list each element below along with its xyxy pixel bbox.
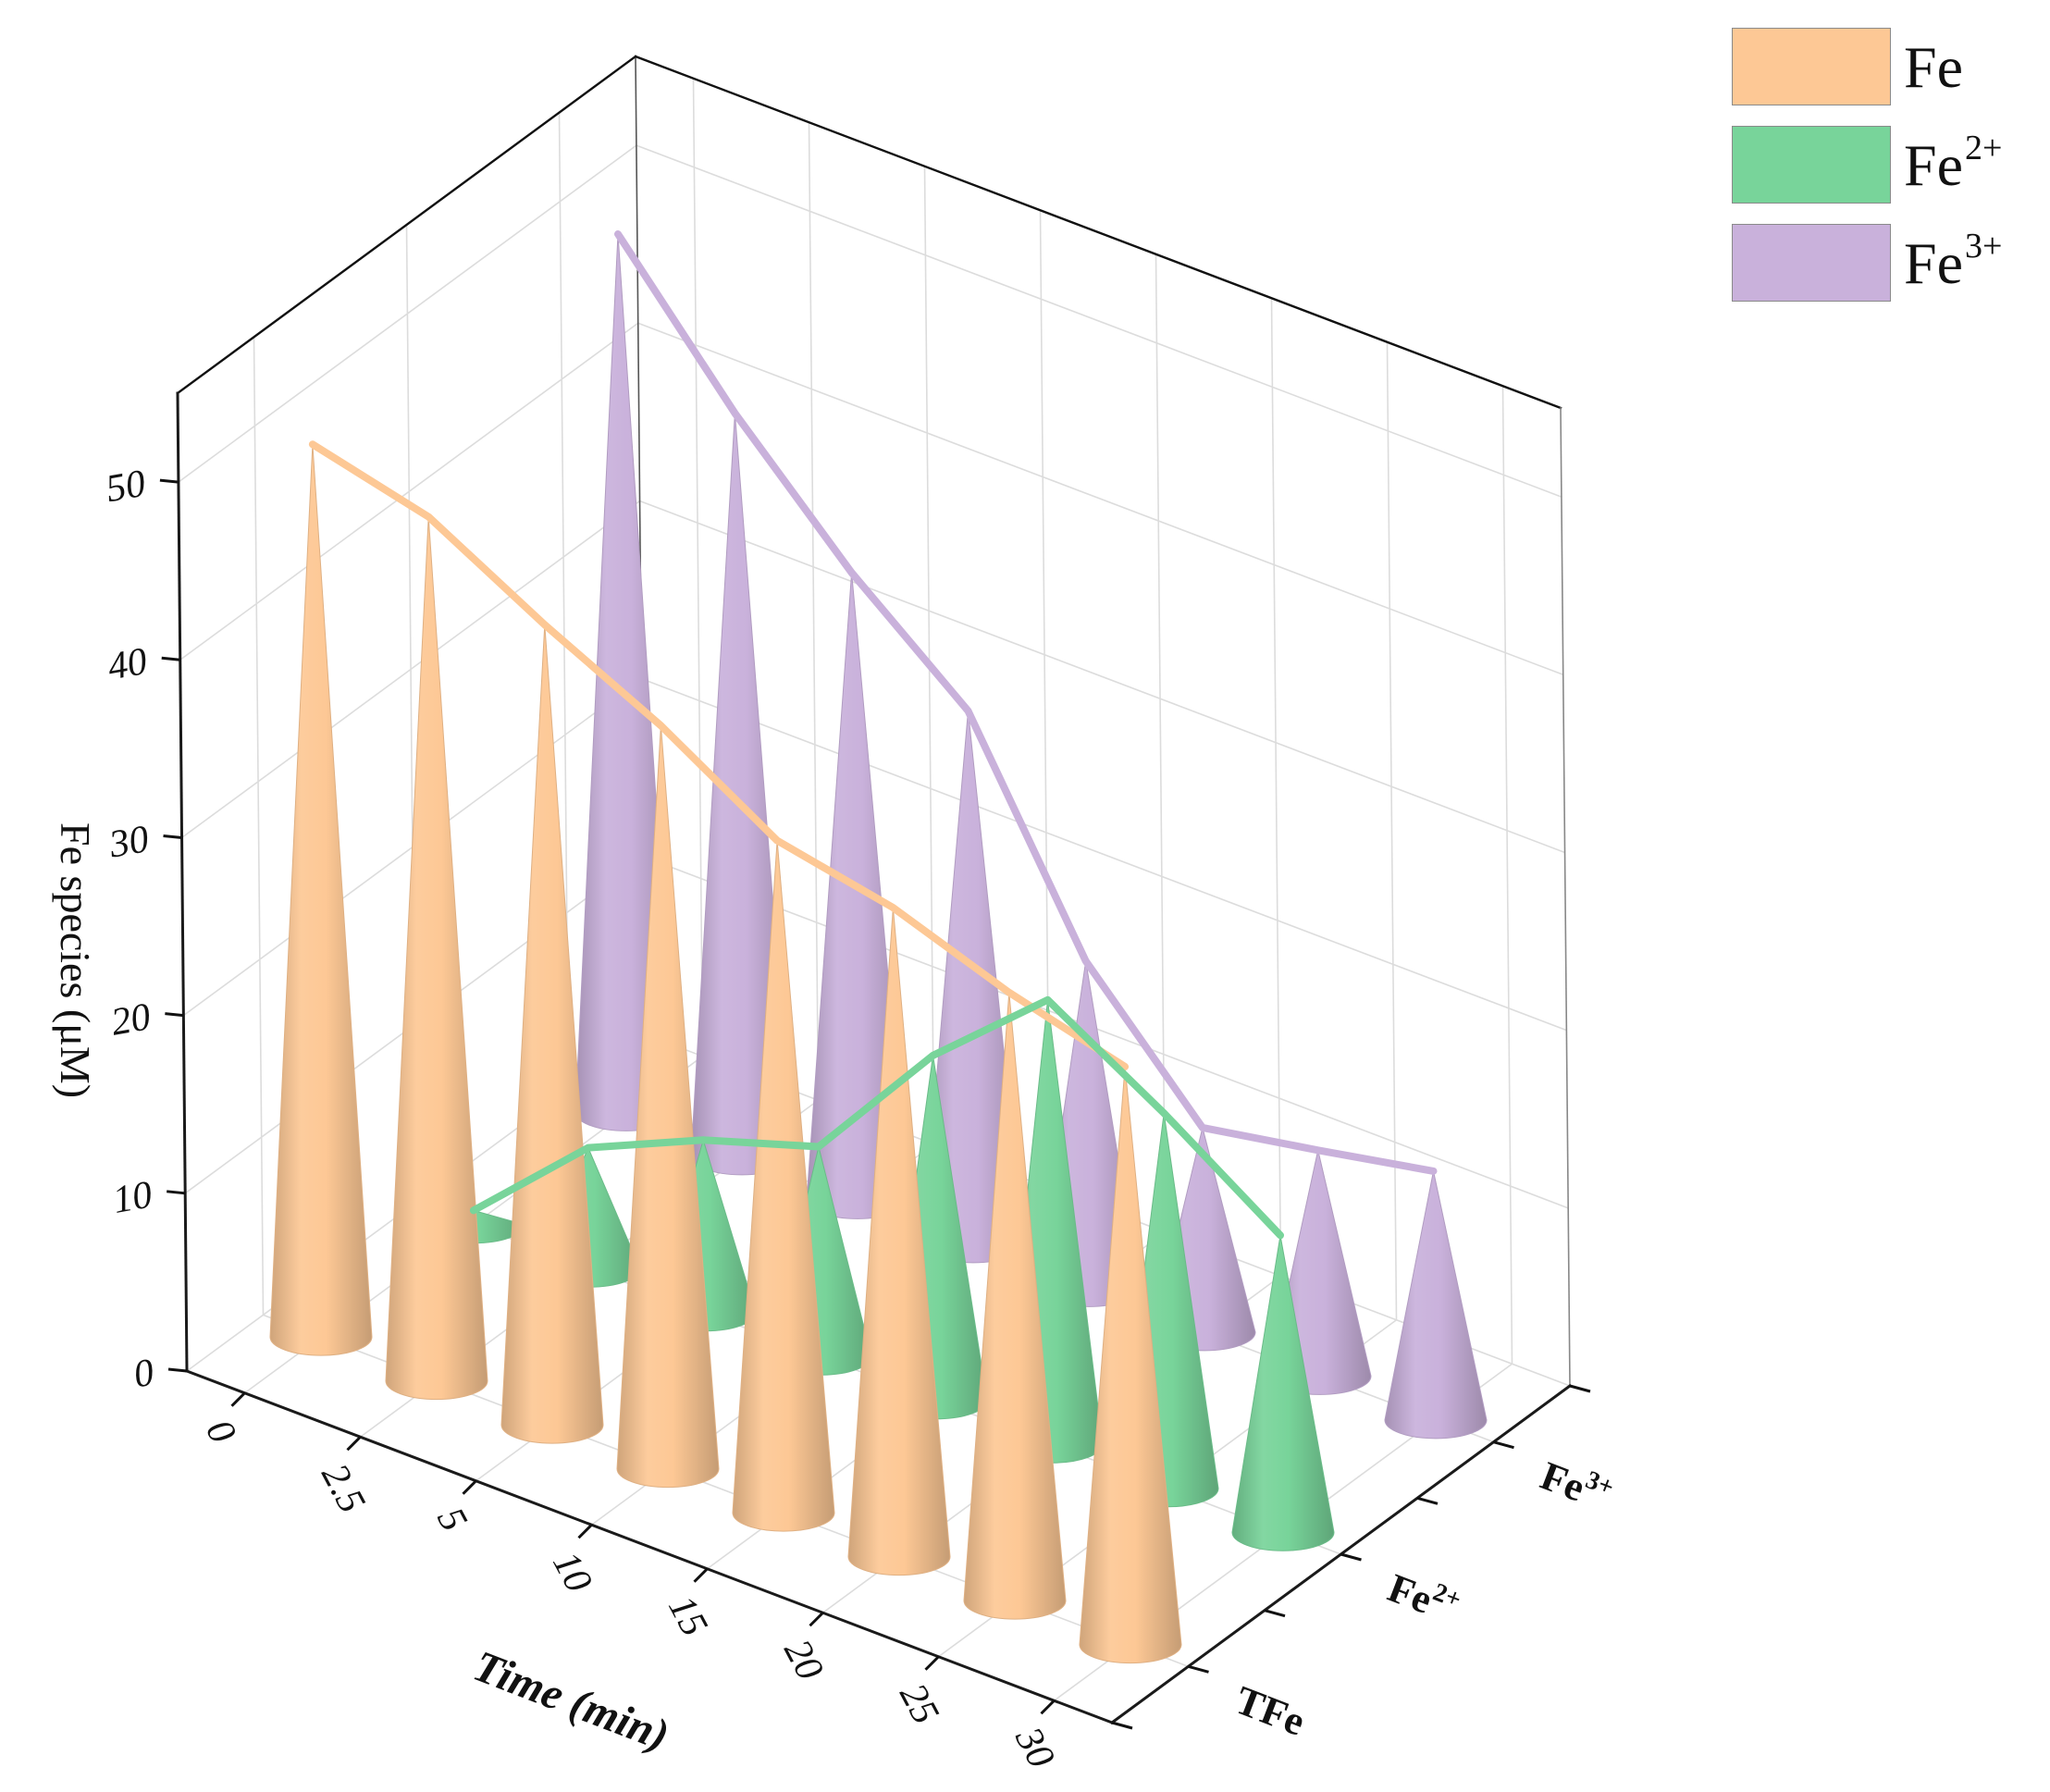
z-tick-label: 50 [103, 463, 148, 512]
x-tick-label: 20 [775, 1633, 831, 1687]
cone-tfe-3 [616, 725, 720, 1489]
x-tick-label: 25 [891, 1676, 946, 1731]
cone-body [385, 516, 488, 1401]
x-tick-label: 10 [544, 1545, 599, 1600]
x-tick-label: 15 [660, 1588, 715, 1643]
axes [159, 55, 1591, 1730]
grid-line [637, 322, 1564, 676]
cone-body [616, 725, 720, 1489]
x-tick-mark [230, 1391, 246, 1407]
x-axis-title: Time (min) [467, 1641, 675, 1761]
cone-tfe-0 [269, 444, 373, 1356]
legend-swatch-fe3 [1732, 224, 1891, 302]
series-line-tfe [308, 440, 1130, 1070]
y-tick-label-fe3: Fe3+ [1535, 1450, 1618, 1520]
y-tick-label-fe2: Fe2+ [1382, 1563, 1465, 1633]
z-tick-label: 0 [130, 1352, 157, 1397]
cone-tfe-1 [385, 516, 488, 1401]
legend: Fe Fe2+ Fe3+ [1732, 26, 2037, 313]
y-tick-label-tfe: TFe [1229, 1677, 1311, 1745]
legend-item-tfe: Fe [1732, 26, 2037, 111]
cone-body [1384, 1170, 1488, 1440]
z-tick-mark [163, 834, 182, 839]
y-tick-label-base: Fe [1535, 1452, 1591, 1510]
cone-body [847, 908, 951, 1576]
z-tick-label: 40 [105, 640, 150, 689]
z-tick-label: 10 [110, 1173, 155, 1222]
z-tick-mark [159, 478, 179, 484]
legend-swatch-tfe [1732, 28, 1891, 105]
x-tick-mark [924, 1655, 940, 1671]
y-tick-mark [1569, 1384, 1591, 1393]
series-line-fe3 [614, 230, 1438, 1175]
legend-label-fe2: Fe2+ [1904, 129, 2003, 198]
x-tick-mark [693, 1567, 709, 1583]
y-tick-mark [1111, 1721, 1133, 1730]
x-tick-mark [346, 1436, 362, 1452]
y-tick-label-base: TFe [1229, 1677, 1311, 1745]
cone-tfe-6 [963, 992, 1067, 1620]
x-tick-label: 5 [428, 1501, 475, 1538]
cone-tfe-5 [847, 908, 951, 1576]
legend-item-fe2: Fe2+ [1732, 124, 2037, 209]
x-tick-mark [809, 1612, 824, 1627]
z-tick-mark [167, 1367, 188, 1373]
x-axis-line [185, 1369, 1114, 1724]
grid-line [253, 337, 265, 1316]
grid-line [636, 144, 1562, 498]
cone-fe3-7 [1384, 1170, 1488, 1440]
cone-tfe-7 [1079, 1066, 1182, 1664]
x-tick-label: 0 [197, 1413, 243, 1450]
cone-body [1231, 1235, 1335, 1551]
cone-body [1079, 1066, 1182, 1664]
cone-marks [269, 233, 1488, 1664]
legend-item-fe3: Fe3+ [1732, 222, 2037, 307]
left-top-edge [176, 55, 637, 395]
z-axis-line [176, 391, 189, 1373]
grid-line [692, 78, 704, 1057]
z-tick-mark [167, 1190, 186, 1195]
y-tick-mark [1340, 1552, 1362, 1562]
grid-line [642, 856, 1569, 1209]
z-tick-label: 30 [105, 818, 152, 867]
legend-label-tfe: Fe [1904, 34, 1963, 100]
y-tick-mark [1493, 1440, 1514, 1450]
z-axis-title: Fe species (μM) [52, 822, 99, 1098]
z-tick-mark [161, 656, 180, 661]
z-tick-label: 20 [108, 995, 154, 1044]
back-right-edge [1560, 407, 1571, 1387]
cone-body [500, 624, 604, 1444]
cone-body [963, 992, 1067, 1620]
x-tick-mark [462, 1479, 477, 1495]
cone-tfe-4 [732, 840, 835, 1532]
grid-line [641, 677, 1567, 1032]
y-tick-mark [1264, 1609, 1286, 1618]
x-tick-label: 2.5 [313, 1457, 373, 1520]
grid-line [1270, 298, 1282, 1277]
legend-swatch-fe2 [1732, 126, 1891, 204]
z-tick-mark [165, 1012, 184, 1018]
back-top-edge [634, 55, 1562, 410]
x-tick-label: 30 [1006, 1720, 1063, 1775]
y-tick-mark [1188, 1664, 1209, 1674]
cone-fe2-7 [1231, 1235, 1335, 1551]
series-line-fe2 [469, 995, 1284, 1240]
x-tick-mark [1040, 1699, 1056, 1715]
y-tick-label-base: Fe [1382, 1565, 1439, 1623]
y-tick-mark [1416, 1496, 1439, 1505]
series-lines [308, 230, 1438, 1240]
grid-line [808, 122, 820, 1101]
grid-line [1386, 341, 1398, 1320]
cone-tfe-2 [500, 624, 604, 1444]
cone-body [732, 840, 835, 1532]
cone-body [269, 444, 373, 1356]
legend-label-fe3: Fe3+ [1904, 227, 2003, 296]
x-tick-mark [577, 1524, 593, 1539]
grid-line [1501, 386, 1513, 1365]
grid-line [923, 166, 935, 1144]
grid-line [639, 500, 1565, 854]
